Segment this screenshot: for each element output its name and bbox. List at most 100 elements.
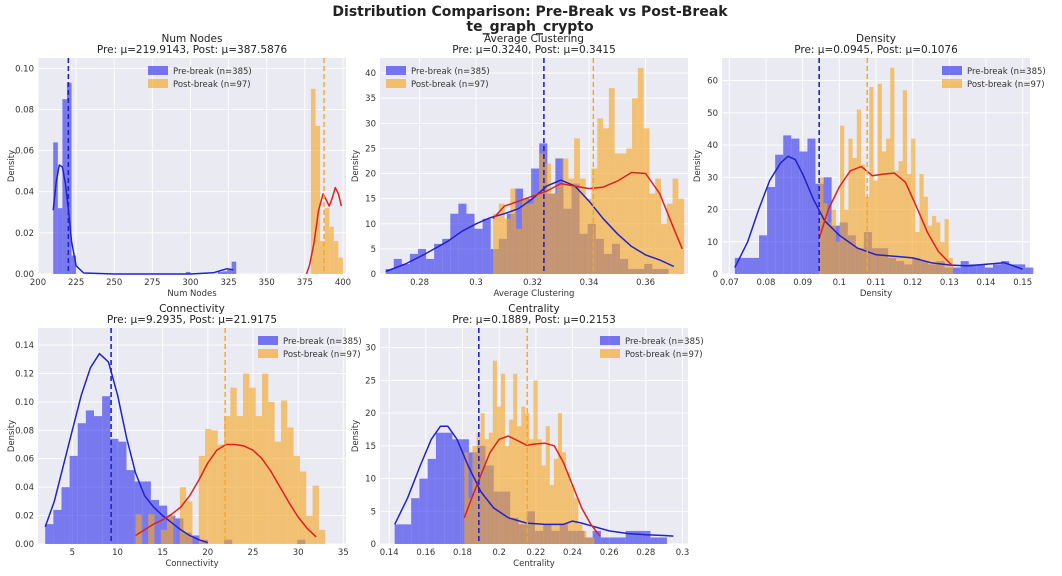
legend-label-pre: Pre-break (n=385) bbox=[411, 67, 490, 77]
x-tick-label: 0.3 bbox=[676, 548, 690, 558]
y-tick-label: 20 bbox=[707, 206, 718, 216]
post-hist-bar bbox=[224, 416, 231, 544]
legend-label-pre: Pre-break (n=385) bbox=[283, 337, 362, 347]
post-hist-bar bbox=[539, 153, 546, 274]
x-tick-label: 0.3 bbox=[469, 278, 483, 288]
post-hist-bar bbox=[835, 241, 841, 274]
x-tick-label: 0.09 bbox=[793, 278, 812, 288]
post-hist-bar bbox=[537, 439, 542, 544]
post-hist-bar bbox=[338, 257, 343, 274]
post-hist-bar bbox=[516, 228, 522, 274]
post-hist-bar bbox=[649, 193, 656, 274]
post-hist-bar bbox=[556, 183, 563, 274]
y-axis-label: Density bbox=[7, 420, 17, 452]
post-hist-bar bbox=[553, 458, 558, 544]
y-tick-label: 0.00 bbox=[15, 540, 34, 550]
post-hist-bar bbox=[545, 163, 551, 274]
post-hist-bar bbox=[869, 87, 874, 274]
chart-title: Density bbox=[856, 33, 896, 45]
chart-subtitle: Pre: μ=219.9143, Post: μ=387.5876 bbox=[97, 44, 288, 56]
post-hist-bar bbox=[549, 485, 554, 544]
pre-hist-bar bbox=[466, 213, 475, 274]
chart-title: Centrality bbox=[508, 303, 559, 315]
pre-hist-bar bbox=[976, 264, 985, 274]
legend: Pre-break (n=385) Post-break (n=97) bbox=[148, 66, 252, 90]
pre-hist-bar bbox=[77, 423, 86, 544]
pre-hist-bar bbox=[775, 154, 784, 274]
y-tick-label: 35 bbox=[365, 94, 376, 104]
x-tick-label: 10 bbox=[112, 548, 123, 558]
post-hist-bar bbox=[614, 153, 621, 274]
pre-hist-bar bbox=[411, 498, 420, 544]
plot-area bbox=[38, 58, 346, 274]
y-tick-label: 60 bbox=[707, 77, 718, 87]
x-tick-label: 275 bbox=[144, 278, 160, 288]
pre-hist-bar bbox=[482, 218, 491, 274]
post-hist-bar bbox=[496, 406, 501, 544]
post-hist-bar bbox=[205, 428, 212, 544]
post-hist-bar bbox=[249, 387, 256, 544]
post-hist-bar bbox=[906, 174, 912, 274]
post-hist-bar bbox=[586, 537, 591, 544]
post-hist-bar bbox=[541, 465, 546, 544]
y-tick-label: 0.04 bbox=[15, 483, 34, 493]
pre-hist-bar bbox=[452, 439, 461, 544]
pre-hist-bar bbox=[45, 524, 54, 544]
chart-subtitle: Pre: μ=0.1889, Post: μ=0.2153 bbox=[452, 314, 616, 326]
post-hist-bar bbox=[840, 125, 845, 274]
post-hist-bar bbox=[936, 222, 941, 274]
post-hist-bar bbox=[890, 67, 895, 275]
x-tick-label: 0.13 bbox=[940, 278, 959, 288]
post-kde-curve bbox=[305, 186, 343, 275]
post-hist-bar bbox=[672, 178, 679, 274]
post-kde-curve bbox=[463, 435, 601, 537]
post-hist-bar bbox=[324, 208, 330, 274]
post-hist-bar bbox=[217, 444, 225, 544]
x-axis-label: Connectivity bbox=[165, 559, 218, 569]
post-hist-bar bbox=[831, 209, 836, 274]
y-axis-label: Density bbox=[7, 150, 17, 182]
post-hist-bar bbox=[513, 373, 518, 544]
x-tick-label: 200 bbox=[30, 278, 46, 288]
x-tick-label: 0.11 bbox=[867, 278, 886, 288]
y-tick-label: 0.06 bbox=[15, 147, 34, 157]
post-hist-bar bbox=[521, 198, 528, 274]
y-tick-label: 10 bbox=[365, 475, 376, 485]
pre-hist-bar bbox=[609, 537, 618, 544]
post-hist-bar bbox=[310, 88, 316, 274]
x-tick-label: 0.16 bbox=[416, 548, 435, 558]
post-hist-bar bbox=[484, 439, 489, 544]
post-hist-bar bbox=[566, 472, 571, 544]
pre-hist-bar bbox=[217, 271, 223, 274]
post-hist-bar bbox=[626, 148, 633, 274]
pre-hist-bar bbox=[450, 213, 459, 274]
legend-swatch-pre bbox=[258, 336, 278, 345]
x-tick-label: 0.07 bbox=[720, 278, 739, 288]
legend-label-pre: Pre-break (n=385) bbox=[967, 67, 1046, 77]
x-tick-label: 350 bbox=[259, 278, 275, 288]
pre-hist-bar bbox=[442, 238, 451, 274]
pre-hist-bar bbox=[952, 267, 961, 274]
post-hist-bar bbox=[927, 225, 933, 274]
post-hist-bar bbox=[198, 455, 206, 544]
post-hist-bar bbox=[533, 193, 540, 274]
post-hist-bar bbox=[562, 452, 567, 544]
pre-kde-curve bbox=[394, 425, 674, 537]
pre-hist-bar bbox=[1025, 267, 1034, 274]
x-tick-label: 0.36 bbox=[636, 278, 655, 288]
post-hist-bar bbox=[578, 524, 583, 544]
post-hist-bar bbox=[293, 455, 300, 544]
pre-hist-bar bbox=[1009, 264, 1018, 274]
pre-hist-bar bbox=[159, 505, 168, 544]
pre-hist-bar bbox=[617, 537, 626, 544]
post-hist-bar bbox=[562, 158, 569, 274]
post-hist-bar bbox=[550, 193, 557, 274]
x-tick-label: 0.14 bbox=[380, 548, 399, 558]
chart-panel-1: 0.28 0.3 0.32 0.34 0.36 0 5 10 15 20 25 30 35 40 Avera… bbox=[351, 33, 688, 299]
x-tick-label: 0.32 bbox=[523, 278, 542, 288]
x-tick-label: 0.28 bbox=[636, 548, 655, 558]
post-hist-bar bbox=[873, 180, 878, 274]
post-hist-bar bbox=[320, 241, 325, 274]
pre-hist-bar bbox=[110, 438, 119, 544]
y-tick-label: 30 bbox=[707, 173, 718, 183]
